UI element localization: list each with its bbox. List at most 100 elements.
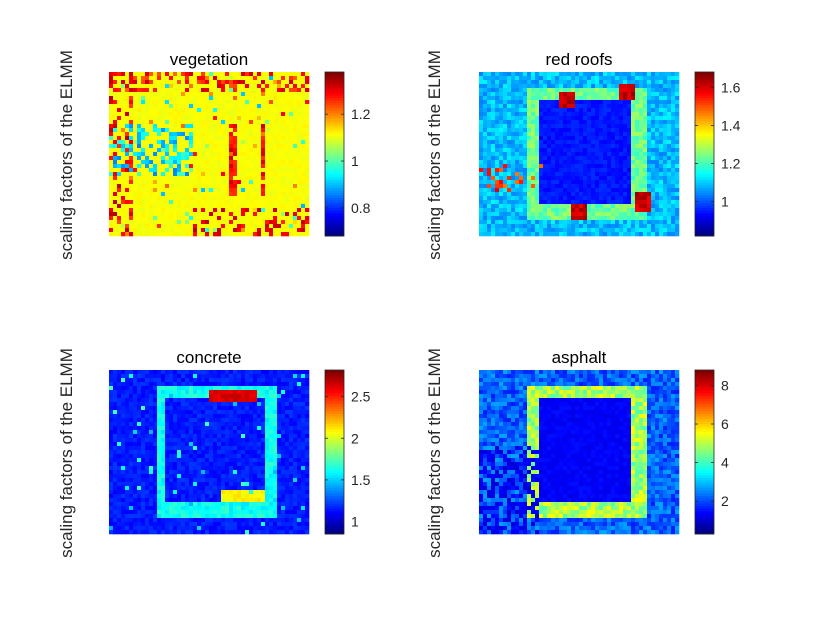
- heatmap-cell: [507, 76, 512, 81]
- heatmap-cell: [169, 378, 174, 383]
- heatmap-cell: [563, 72, 568, 77]
- heatmap-cell: [265, 144, 270, 149]
- heatmap-cell: [281, 84, 286, 89]
- heatmap-cell: [177, 88, 182, 93]
- heatmap-cell: [479, 220, 484, 225]
- heatmap-cell: [241, 196, 246, 201]
- heatmap-cell: [181, 196, 186, 201]
- heatmap-cell: [161, 164, 166, 169]
- heatmap-cell: [507, 128, 512, 133]
- heatmap-cell: [237, 112, 242, 117]
- heatmap-cell: [157, 156, 162, 161]
- colorbar-step: [695, 228, 714, 232]
- heatmap-cell: [273, 100, 278, 105]
- heatmap-cell: [591, 160, 596, 165]
- colorbar-step: [325, 120, 344, 124]
- heatmap-cell: [647, 184, 652, 189]
- heatmap-cell: [125, 402, 130, 407]
- heatmap-cell: [273, 196, 278, 201]
- heatmap-cell: [261, 394, 266, 399]
- heatmap-cell: [567, 188, 572, 193]
- heatmap-cell: [137, 406, 142, 411]
- heatmap-cell: [639, 224, 644, 229]
- heatmap-cell: [575, 204, 580, 209]
- heatmap-cell: [297, 232, 302, 237]
- heatmap-cell: [503, 184, 508, 189]
- heatmap-cell: [595, 124, 600, 129]
- heatmap-cell: [301, 172, 306, 177]
- heatmap-cell: [539, 92, 544, 97]
- heatmap-cell: [301, 180, 306, 185]
- heatmap-cell: [201, 232, 206, 237]
- heatmap-cell: [595, 220, 600, 225]
- heatmap-cell: [133, 196, 138, 201]
- heatmap-cell: [133, 378, 138, 383]
- heatmap-cell: [559, 172, 564, 177]
- heatmap-cell: [157, 144, 162, 149]
- heatmap-cell: [117, 422, 122, 427]
- heatmap-cell: [583, 156, 588, 161]
- heatmap-cell: [281, 204, 286, 209]
- heatmap-cell: [249, 192, 254, 197]
- heatmap-cell: [277, 220, 282, 225]
- heatmap-cell: [153, 406, 158, 411]
- heatmap-cell: [157, 168, 162, 173]
- heatmap-cell: [173, 80, 178, 85]
- heatmap-cell: [527, 224, 532, 229]
- heatmap-cell: [129, 414, 134, 419]
- heatmap-cell: [289, 92, 294, 97]
- heatmap-cell: [655, 140, 660, 145]
- heatmap-cell: [221, 156, 226, 161]
- heatmap-cell: [305, 100, 310, 105]
- heatmap-cell: [535, 212, 540, 217]
- heatmap-cell: [245, 148, 250, 153]
- heatmap-cell: [619, 180, 624, 185]
- heatmap-cell: [503, 160, 508, 165]
- heatmap-cell: [113, 390, 118, 395]
- heatmap-cell: [229, 168, 234, 173]
- heatmap-cell: [157, 124, 162, 129]
- heatmap-cell: [639, 192, 644, 197]
- heatmap-cell: [193, 108, 198, 113]
- heatmap-cell: [153, 100, 158, 105]
- heatmap-cell: [213, 386, 218, 391]
- heatmap-cell: [137, 136, 142, 141]
- heatmap-cell: [643, 144, 648, 149]
- heatmap-cell: [173, 152, 178, 157]
- heatmap-cell: [229, 212, 234, 217]
- heatmap-cell: [165, 84, 170, 89]
- heatmap-cell: [671, 208, 676, 213]
- heatmap-cell: [189, 212, 194, 217]
- heatmap-cell: [165, 96, 170, 101]
- heatmap-cell: [225, 196, 230, 201]
- heatmap-cell: [285, 382, 290, 387]
- heatmap-cell: [611, 156, 616, 161]
- colorbar-step: [325, 100, 344, 104]
- heatmap-cell: [213, 100, 218, 105]
- heatmap-cell: [301, 394, 306, 399]
- heatmap-cell: [515, 144, 520, 149]
- heatmap-cell: [599, 84, 604, 89]
- heatmap-cell: [635, 224, 640, 229]
- heatmap-cell: [651, 116, 656, 121]
- heatmap-cell: [651, 132, 656, 137]
- heatmap-cell: [595, 176, 600, 181]
- heatmap-cell: [209, 168, 214, 173]
- heatmap-cell: [491, 216, 496, 221]
- colorbar-step: [325, 107, 344, 111]
- heatmap-cell: [289, 224, 294, 229]
- heatmap-cell: [225, 112, 230, 117]
- heatmap-cell: [201, 112, 206, 117]
- colorbar-step: [325, 177, 344, 181]
- heatmap-cell: [599, 112, 604, 117]
- heatmap-cell: [293, 224, 298, 229]
- colorbar-step: [695, 161, 714, 165]
- heatmap-cell: [237, 80, 242, 85]
- heatmap-cell: [169, 132, 174, 137]
- colorbar-step: [325, 125, 344, 129]
- heatmap-cell: [201, 80, 206, 85]
- heatmap-cell: [511, 172, 516, 177]
- heatmap-cell: [539, 104, 544, 109]
- heatmap-cell: [217, 100, 222, 105]
- heatmap-cell: [241, 112, 246, 117]
